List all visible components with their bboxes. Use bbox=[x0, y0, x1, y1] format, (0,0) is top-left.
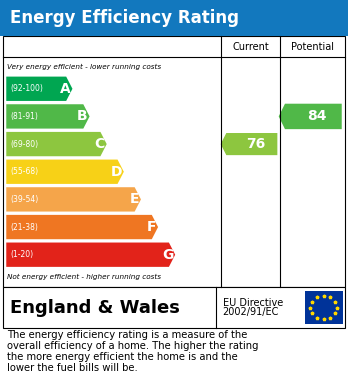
Text: (21-38): (21-38) bbox=[10, 222, 38, 231]
Text: G: G bbox=[162, 248, 173, 262]
Text: Very energy efficient - lower running costs: Very energy efficient - lower running co… bbox=[7, 65, 161, 70]
Polygon shape bbox=[6, 77, 72, 101]
Text: Not energy efficient - higher running costs: Not energy efficient - higher running co… bbox=[7, 274, 161, 280]
Text: (1-20): (1-20) bbox=[10, 250, 33, 259]
Text: 84: 84 bbox=[307, 109, 326, 124]
Polygon shape bbox=[279, 104, 342, 129]
Text: (81-91): (81-91) bbox=[10, 112, 38, 121]
Text: (39-54): (39-54) bbox=[10, 195, 39, 204]
Text: F: F bbox=[147, 220, 156, 234]
Text: A: A bbox=[60, 82, 71, 96]
Text: (92-100): (92-100) bbox=[10, 84, 43, 93]
Bar bbox=[304, 291, 343, 325]
Text: lower the fuel bills will be.: lower the fuel bills will be. bbox=[7, 363, 138, 373]
Text: 2002/91/EC: 2002/91/EC bbox=[223, 307, 279, 317]
Text: The energy efficiency rating is a measure of the: The energy efficiency rating is a measur… bbox=[7, 330, 247, 341]
Text: E: E bbox=[130, 192, 139, 206]
Polygon shape bbox=[221, 133, 277, 155]
Text: Potential: Potential bbox=[291, 42, 334, 52]
Polygon shape bbox=[6, 132, 107, 156]
Text: D: D bbox=[111, 165, 122, 179]
Text: (55-68): (55-68) bbox=[10, 167, 39, 176]
Text: Energy Efficiency Rating: Energy Efficiency Rating bbox=[10, 9, 239, 27]
Polygon shape bbox=[6, 215, 158, 239]
Polygon shape bbox=[6, 104, 89, 129]
Text: the more energy efficient the home is and the: the more energy efficient the home is an… bbox=[7, 352, 238, 362]
Polygon shape bbox=[6, 242, 175, 267]
Bar bbox=[3, 36, 345, 287]
Bar bbox=[3, 287, 345, 328]
Text: EU Directive: EU Directive bbox=[223, 298, 283, 308]
Text: overall efficiency of a home. The higher the rating: overall efficiency of a home. The higher… bbox=[7, 341, 259, 352]
Polygon shape bbox=[6, 187, 141, 212]
Text: England & Wales: England & Wales bbox=[10, 298, 180, 317]
Text: Current: Current bbox=[232, 42, 269, 52]
Text: C: C bbox=[95, 137, 105, 151]
Bar bbox=[0, 0, 348, 36]
Text: B: B bbox=[77, 109, 88, 124]
Polygon shape bbox=[6, 160, 124, 184]
Text: 76: 76 bbox=[246, 137, 265, 151]
Text: (69-80): (69-80) bbox=[10, 140, 39, 149]
